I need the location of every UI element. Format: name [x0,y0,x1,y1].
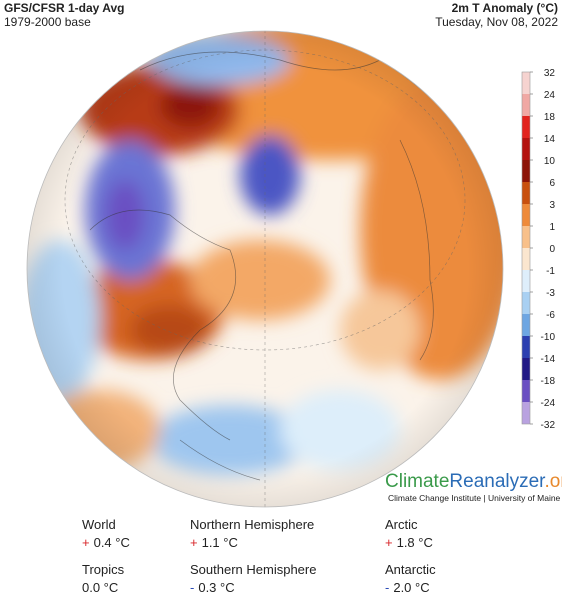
stat-value: -0.3 °C [190,580,235,594]
stat-number: 0.4 °C [94,535,130,550]
stat-label: Tropics [82,562,125,577]
colorbar-label: -3 [546,288,555,299]
stat-label: Antarctic [385,562,436,577]
colorbar-segment [522,336,530,358]
colorbar-label: -6 [546,310,555,321]
stat-value: 0.0 °C [82,580,118,594]
logo-part: Reanalyzer [449,471,546,492]
stat-number: 2.0 °C [393,580,429,594]
colorbar-label: -32 [541,420,556,431]
logo: ClimateReanalyzer.org [385,471,562,492]
colorbar-label: 3 [549,200,555,211]
colorbar-label: -24 [541,398,556,409]
colorbar-label: -18 [541,376,556,387]
stat-label: Northern Hemisphere [190,517,314,532]
colorbar-label: -14 [541,354,556,365]
colorbar-segment [522,182,530,204]
colorbar-label: 24 [544,90,556,101]
stat-number: 0.0 °C [82,580,118,594]
stat-label: Southern Hemisphere [190,562,316,577]
stat-sign: + [190,535,198,550]
variable: 2m T Anomaly (°C) [452,1,558,15]
logo-credit: Climate Change Institute | University of… [388,493,561,503]
colorbar-label: 18 [544,112,556,123]
date: Tuesday, Nov 08, 2022 [435,15,558,29]
colorbar-segment [522,72,530,94]
colorbar-segment [522,380,530,402]
stat-sign: + [385,535,393,550]
stat-label: World [82,517,116,532]
colorbar-segment [522,94,530,116]
colorbar-segment [522,248,530,270]
colorbar-segment [522,160,530,182]
colorbar-segment [522,402,530,424]
colorbar-segment [522,116,530,138]
colorbar-label: 32 [544,68,556,79]
stat-value: +1.1 °C [190,535,238,550]
logo-part: Climate [385,471,449,492]
colorbar-segment [522,270,530,292]
stat-number: 0.3 °C [198,580,234,594]
colorbar-segment [522,138,530,160]
colorbar-segment [522,358,530,380]
subtitle: 1979-2000 base [4,15,91,29]
stat-value: +0.4 °C [82,535,130,550]
stat-value: -2.0 °C [385,580,430,594]
stat-sign: - [190,580,194,594]
colorbar-segment [522,226,530,248]
stat-number: 1.8 °C [397,535,433,550]
globe [27,31,503,507]
colorbar-label: 0 [549,244,555,255]
colorbar-label: 14 [544,134,556,145]
stat-sign: - [385,580,389,594]
colorbar-label: -10 [541,332,556,343]
colorbar-label: 1 [549,222,555,233]
stat-sign: + [82,535,90,550]
stats: World + 0.4 °C Northern Hemisphere + 1.1 °C Ar… [82,517,436,594]
colorbar-segment [522,314,530,336]
title: GFS/CFSR 1-day Avg [4,1,124,15]
colorbar-segment [522,204,530,226]
stat-label: Arctic [385,517,418,532]
stat-value: +1.8 °C [385,535,433,550]
colorbar-label: 10 [544,156,556,167]
colorbar-label: 6 [549,178,555,189]
stat-number: 1.1 °C [202,535,238,550]
colorbar-label: -1 [546,266,555,277]
logo-part: .org [544,471,562,492]
colorbar-segment [522,292,530,314]
